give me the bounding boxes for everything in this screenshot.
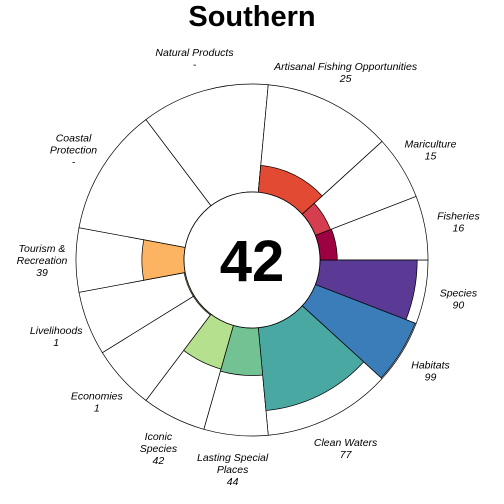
segment-label-iconic-species: Iconic Species 42 [140, 431, 178, 467]
segment-value: 99 [425, 372, 437, 384]
segment-name: Protection [50, 144, 97, 156]
segment-name: Lasting Special [197, 452, 269, 464]
segment-value: 1 [53, 337, 59, 349]
segment-value: 44 [227, 476, 239, 488]
segment-name: Artisanal Fishing Opportunities [273, 61, 418, 73]
segment-label-habitats: Habitats 99 [411, 360, 450, 384]
segment-value: - [72, 156, 76, 168]
segment-label-artisanal-fishing-opportunities: Artisanal Fishing Opportunities 25 [273, 61, 418, 85]
segment-name: Recreation [17, 255, 68, 267]
segment-label-species: Species 90 [440, 288, 478, 312]
segment-name: Mariculture [405, 138, 457, 150]
segment-value: 25 [339, 73, 352, 85]
segment-name: Iconic [145, 431, 173, 443]
center-disc [183, 191, 321, 329]
segment-name: Places [217, 464, 249, 476]
segment-name: Species [440, 288, 478, 300]
segment-value: 42 [153, 455, 165, 467]
segment-name: Fisheries [437, 210, 480, 222]
segment-name: Species [140, 443, 178, 455]
segment-value: - [193, 59, 197, 71]
segment-label-livelihoods: Livelihoods 1 [30, 325, 83, 349]
segment-label-fisheries: Fisheries 16 [437, 210, 480, 234]
center-score: 42 [220, 229, 285, 294]
segment-value: 1 [94, 403, 100, 415]
segment-value: 77 [340, 449, 353, 461]
segment-name: Coastal [56, 132, 92, 144]
segment-label-coastal-protection: Coastal Protection - [50, 132, 97, 168]
segment-name: Habitats [411, 360, 450, 372]
segment-value: 90 [453, 300, 465, 312]
segment-name: Livelihoods [30, 325, 83, 337]
segment-name: Economies [71, 391, 124, 403]
segment-label-mariculture: Mariculture 15 [405, 138, 457, 162]
segment-name: Natural Products [155, 47, 234, 59]
segment-label-tourism-recreation: Tourism & Recreation 39 [17, 243, 68, 279]
chart-title: Southern [188, 1, 316, 33]
segment-value: 15 [425, 150, 437, 162]
segment-label-lasting-special-places: Lasting Special Places 44 [197, 452, 269, 488]
segment-name: Clean Waters [314, 437, 378, 449]
segment-label-clean-waters: Clean Waters 77 [314, 437, 378, 461]
segment-value: 16 [453, 222, 465, 234]
segment-label-economies: Economies 1 [71, 391, 124, 415]
segment-name: Tourism & [19, 243, 66, 255]
segment-label-natural-products: Natural Products - [155, 47, 234, 71]
segment-value: 39 [36, 267, 48, 279]
